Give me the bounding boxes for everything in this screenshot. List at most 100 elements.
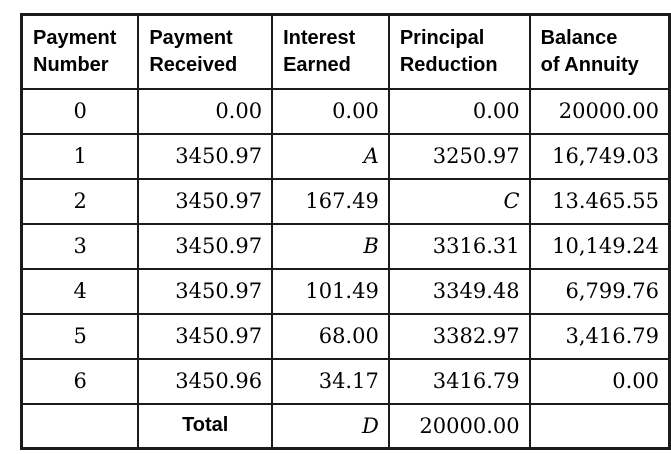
cell-value: 13.465.55 xyxy=(552,189,659,213)
cell-value: 3349.48 xyxy=(432,279,520,303)
column-header-interest-earned: Interest Earned xyxy=(271,13,390,90)
cell-payment-received: 3450.97 xyxy=(137,177,274,225)
cell-value: 1 xyxy=(73,144,87,168)
cell-payment-number: 2 xyxy=(20,177,140,225)
cell-interest-earned: A xyxy=(271,132,390,180)
cell-value: 3250.97 xyxy=(432,144,520,168)
cell-value: 0.00 xyxy=(612,369,659,393)
table-row: 6 3450.96 34.17 3416.79 0.00 xyxy=(20,357,671,405)
cell-principal-reduction: C xyxy=(387,177,531,225)
column-header-line1: Balance xyxy=(540,26,618,49)
cell-interest-earned: D xyxy=(271,402,390,450)
cell-payment-number: 6 xyxy=(20,357,140,405)
column-header-line1: Interest xyxy=(283,26,356,49)
cell-principal-reduction: 0.00 xyxy=(387,87,531,135)
cell-value: 101.49 xyxy=(305,279,379,303)
cell-balance-of-annuity: 3,416.79 xyxy=(528,312,671,360)
cell-payment-received: 3450.96 xyxy=(137,357,274,405)
column-header-line2: Earned xyxy=(283,53,351,76)
cell-principal-reduction: 3349.48 xyxy=(387,267,531,315)
cell-payment-received: Total xyxy=(137,402,274,450)
cell-principal-reduction: 3416.79 xyxy=(387,357,531,405)
cell-value: 4 xyxy=(73,279,87,303)
table-header: Payment Number Payment Received Interest Earn… xyxy=(20,13,671,90)
cell-value: 6,799.76 xyxy=(565,279,659,303)
cell-value: 3316.31 xyxy=(432,234,520,258)
cell-value: Total xyxy=(182,414,229,437)
cell-balance-of-annuity: 13.465.55 xyxy=(528,177,671,225)
column-header-line1: Payment xyxy=(33,26,117,49)
cell-value: 0.00 xyxy=(332,99,379,123)
cell-value: 5 xyxy=(73,324,87,348)
cell-value: 3416.79 xyxy=(432,369,520,393)
column-header-line2: of Annuity xyxy=(540,53,639,76)
table-row: 3 3450.97 B 3316.31 10,149.24 xyxy=(20,222,671,270)
table-row: 2 3450.97 167.49 C 13.465.55 xyxy=(20,177,671,225)
cell-balance-of-annuity: 16,749.03 xyxy=(528,132,671,180)
column-header-line2: Number xyxy=(33,53,109,76)
table-row: Total D 20000.00 xyxy=(20,402,671,450)
cell-value: 3450.96 xyxy=(175,369,263,393)
cell-value: 3 xyxy=(73,234,87,258)
cell-value: 0.00 xyxy=(472,99,520,123)
cell-principal-reduction: 20000.00 xyxy=(387,402,531,450)
annuity-amortization-table: Payment Number Payment Received Interest Earn… xyxy=(20,13,671,450)
cell-value: 16,749.03 xyxy=(552,144,659,168)
cell-value: 68.00 xyxy=(318,324,379,348)
cell-principal-reduction: 3316.31 xyxy=(387,222,531,270)
table-row: 4 3450.97 101.49 3349.48 6,799.76 xyxy=(20,267,671,315)
cell-payment-number xyxy=(20,402,140,450)
cell-value: 3450.97 xyxy=(175,324,263,348)
cell-principal-reduction: 3250.97 xyxy=(387,132,531,180)
cell-interest-earned: 68.00 xyxy=(271,312,390,360)
cell-payment-received: 3450.97 xyxy=(137,132,274,180)
cell-payment-received: 3450.97 xyxy=(137,222,274,270)
cell-value: 0.00 xyxy=(215,99,263,123)
cell-value: 3450.97 xyxy=(175,144,263,168)
cell-balance-of-annuity: 6,799.76 xyxy=(528,267,671,315)
cell-interest-earned: B xyxy=(271,222,390,270)
cell-balance-of-annuity xyxy=(528,402,671,450)
header-row: Payment Number Payment Received Interest Earn… xyxy=(20,13,671,90)
column-header-payment-received: Payment Received xyxy=(137,13,274,90)
cell-value: 3450.97 xyxy=(175,234,263,258)
column-header-line1: Principal xyxy=(399,26,485,49)
cell-value: 2 xyxy=(73,189,87,213)
cell-value: 0 xyxy=(73,99,87,123)
cell-payment-received: 0.00 xyxy=(137,87,274,135)
cell-value: 34.17 xyxy=(318,369,379,393)
cell-interest-earned: 34.17 xyxy=(271,357,390,405)
table-row: 0 0.00 0.00 0.00 20000.00 xyxy=(20,87,671,135)
cell-balance-of-annuity: 10,149.24 xyxy=(528,222,671,270)
cell-value: 3382.97 xyxy=(432,324,520,348)
column-header-payment-number: Payment Number xyxy=(20,13,140,90)
cell-payment-number: 0 xyxy=(20,87,140,135)
cell-interest-earned: 0.00 xyxy=(271,87,390,135)
variable-value: B xyxy=(363,234,379,258)
cell-payment-received: 3450.97 xyxy=(137,312,274,360)
cell-payment-number: 4 xyxy=(20,267,140,315)
variable-value: A xyxy=(363,144,379,168)
table-row: 1 3450.97 A 3250.97 16,749.03 xyxy=(20,132,671,180)
table-body: 0 0.00 0.00 0.00 20000.00 1 3450.97 A 3250.97 16,… xyxy=(20,87,671,450)
cell-balance-of-annuity: 0.00 xyxy=(528,357,671,405)
column-header-line2: Reduction xyxy=(399,53,498,76)
table-row: 5 3450.97 68.00 3382.97 3,416.79 xyxy=(20,312,671,360)
cell-payment-number: 5 xyxy=(20,312,140,360)
column-header-line1: Payment xyxy=(149,26,233,49)
column-header-line2: Received xyxy=(149,53,238,76)
cell-balance-of-annuity: 20000.00 xyxy=(528,87,671,135)
column-header-principal-reduction: Principal Reduction xyxy=(387,13,531,90)
cell-value: 10,149.24 xyxy=(552,234,659,258)
cell-value: 6 xyxy=(73,369,87,393)
cell-value: 3,416.79 xyxy=(565,324,659,348)
cell-value: 167.49 xyxy=(305,189,379,213)
cell-principal-reduction: 3382.97 xyxy=(387,312,531,360)
cell-value: 3450.97 xyxy=(175,189,263,213)
cell-interest-earned: 101.49 xyxy=(271,267,390,315)
cell-value: 20000.00 xyxy=(419,413,520,438)
cell-value: 3450.97 xyxy=(175,279,263,303)
cell-payment-number: 1 xyxy=(20,132,140,180)
variable-value: D xyxy=(361,413,379,438)
